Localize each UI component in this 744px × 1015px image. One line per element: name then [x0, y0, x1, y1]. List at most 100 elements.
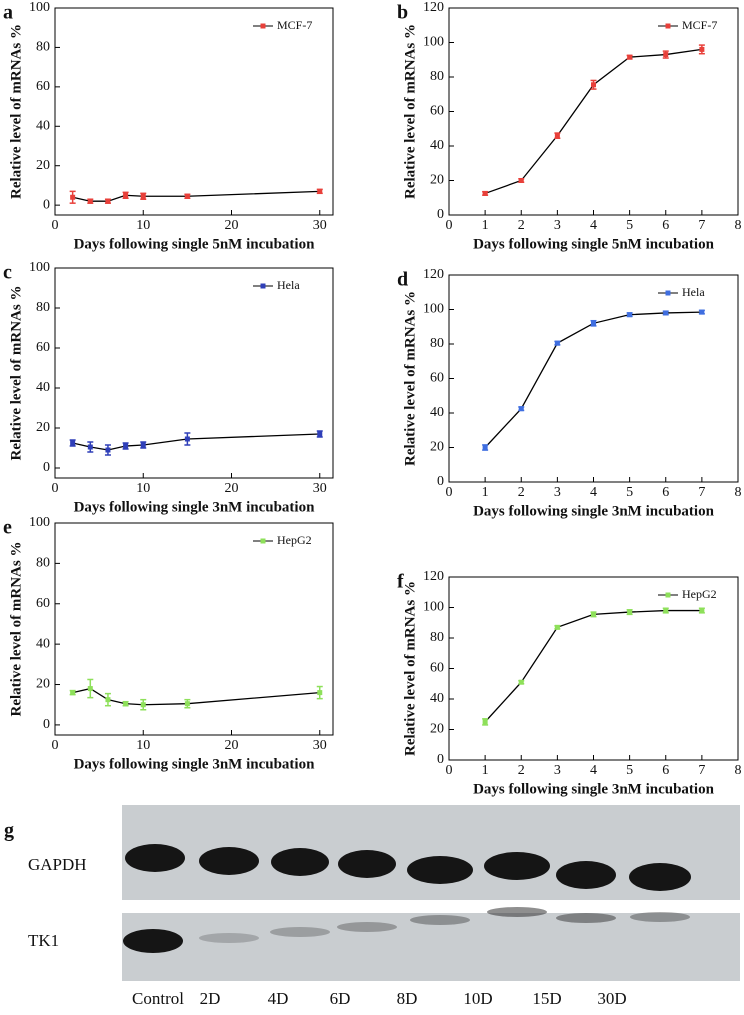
marker [70, 690, 76, 696]
tk1-band [410, 915, 470, 925]
lane-label: 8D [397, 989, 418, 1008]
marker [699, 309, 705, 315]
y-tick-label: 0 [437, 752, 444, 767]
x-tick-label: 1 [482, 763, 489, 778]
x-tick-label: 4 [590, 763, 597, 778]
marker [627, 609, 633, 615]
y-tick-label: 0 [43, 717, 50, 732]
marker [184, 436, 190, 442]
marker [184, 193, 190, 199]
y-tick-label: 0 [437, 474, 444, 489]
panel-label: a [3, 2, 13, 24]
marker [591, 82, 596, 88]
y-tick-label: 20 [430, 440, 444, 455]
y-tick-label: 60 [430, 371, 444, 386]
y-tick-label: 60 [36, 340, 50, 355]
y-axis-label: Relative level of mRNAs % [8, 24, 24, 199]
x-tick-label: 3 [554, 485, 561, 500]
y-tick-label: 40 [430, 405, 444, 420]
marker [87, 686, 93, 692]
marker [105, 697, 111, 703]
x-axis-label: Days following single 3nM incubation [74, 499, 316, 515]
x-tick-label: 0 [446, 485, 453, 500]
legend-label: HepG2 [277, 533, 312, 547]
y-tick-label: 0 [437, 207, 444, 222]
x-tick-label: 10 [136, 738, 150, 753]
y-tick-label: 40 [36, 636, 50, 651]
gapdh-band [556, 861, 616, 889]
marker [518, 178, 524, 183]
y-tick-label: 80 [36, 556, 50, 571]
row-label: TK1 [28, 931, 59, 950]
lane-label: 2D [200, 989, 221, 1008]
legend-marker [260, 283, 266, 289]
y-tick-label: 80 [430, 69, 444, 84]
marker [70, 440, 76, 446]
marker [554, 624, 560, 630]
marker [591, 611, 596, 617]
plot-frame [54, 267, 334, 479]
y-tick-label: 120 [423, 569, 444, 584]
y-axis-label: Relative level of mRNAs % [8, 286, 24, 461]
x-tick-label: 8 [735, 218, 742, 233]
x-tick-label: 3 [554, 218, 561, 233]
x-tick-label: 2 [518, 485, 525, 500]
lane-label: 10D [463, 989, 492, 1008]
y-tick-label: 60 [430, 661, 444, 676]
x-tick-label: 6 [662, 218, 669, 233]
blot-strip [122, 913, 740, 981]
tk1-band [123, 929, 183, 953]
panel-label: b [397, 2, 408, 24]
x-axis-label: Days following single 3nM incubation [473, 781, 715, 797]
y-tick-label: 0 [43, 460, 50, 475]
y-tick-label: 20 [36, 677, 50, 692]
legend-marker [665, 290, 671, 296]
marker [663, 52, 669, 58]
y-tick-label: 100 [29, 515, 50, 530]
legend-label: Hela [277, 278, 300, 292]
y-tick-label: 60 [430, 104, 444, 119]
panel-label: d [397, 269, 408, 291]
x-tick-label: 0 [52, 218, 59, 233]
marker [554, 340, 560, 346]
tk1-band [337, 922, 397, 932]
gapdh-band [407, 856, 473, 884]
legend-marker [260, 538, 266, 544]
marker [140, 442, 146, 448]
plot-frame [448, 576, 739, 761]
y-tick-label: 100 [423, 600, 444, 615]
y-axis-label: Relative level of mRNAs % [402, 581, 418, 756]
y-tick-label: 120 [423, 267, 444, 282]
y-tick-label: 60 [36, 596, 50, 611]
y-tick-label: 80 [430, 336, 444, 351]
marker [699, 608, 705, 614]
y-tick-label: 0 [43, 197, 50, 212]
panel-label: g [4, 820, 14, 842]
y-tick-label: 100 [29, 0, 50, 15]
x-tick-label: 2 [518, 218, 525, 233]
panel-label: f [397, 571, 404, 593]
x-tick-label: 5 [626, 218, 633, 233]
panel-label: e [3, 517, 12, 539]
marker [482, 445, 488, 450]
y-tick-label: 80 [36, 300, 50, 315]
marker [123, 701, 129, 707]
x-tick-label: 0 [446, 763, 453, 778]
plot-frame [54, 7, 334, 216]
y-tick-label: 60 [36, 79, 50, 94]
lane-label: 15D [532, 989, 561, 1008]
marker [699, 46, 705, 52]
x-tick-label: 7 [698, 763, 705, 778]
panel-label: c [3, 262, 12, 284]
y-tick-label: 120 [423, 0, 444, 15]
y-tick-label: 100 [423, 302, 444, 317]
x-axis-label: Days following single 5nM incubation [74, 236, 316, 252]
marker [663, 310, 669, 316]
x-tick-label: 4 [590, 218, 597, 233]
x-tick-label: 8 [735, 763, 742, 778]
y-tick-label: 40 [36, 119, 50, 134]
y-tick-label: 100 [29, 260, 50, 275]
row-label: GAPDH [28, 855, 87, 874]
series-line [484, 48, 702, 195]
